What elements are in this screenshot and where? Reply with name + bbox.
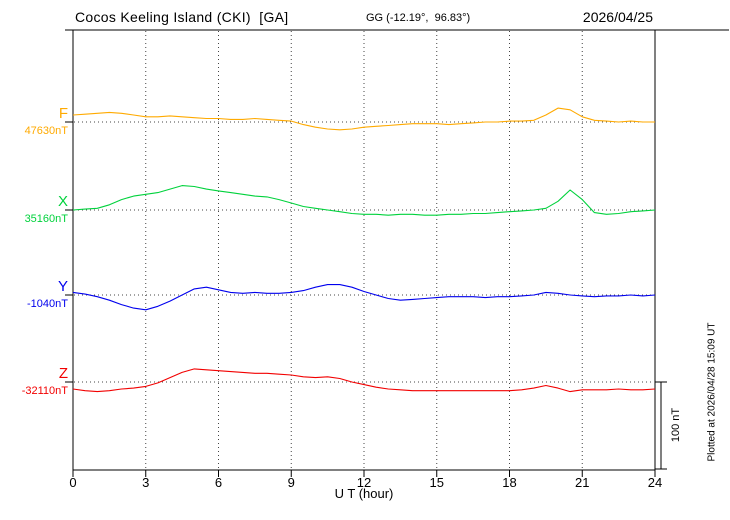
series-X-letter: X — [57, 193, 68, 210]
x-tick-label: 18 — [502, 475, 517, 490]
trace-Y — [72, 284, 656, 311]
x-tick-label: 21 — [575, 475, 590, 490]
series-Y-base-value: -1040nT — [27, 298, 68, 310]
x-tick-label: 0 — [69, 475, 77, 490]
series-X-base-value: 35160nT — [24, 213, 68, 225]
page-title: Cocos Keeling Island (CKI) [GA] — [75, 9, 289, 25]
x-axis-title: U T (hour) — [334, 486, 394, 501]
x-tick-label: 3 — [142, 475, 150, 490]
series-Y-letter: Y — [57, 278, 68, 295]
series-Z-base-value: -32110nT — [21, 385, 68, 397]
x-tick-label: 6 — [214, 475, 223, 490]
plotted-at-label: Plotted at 2026/04/28 15:09 UT — [706, 322, 718, 462]
x-tick-label: 12 — [356, 475, 372, 490]
series-F-base-value: 47630nT — [24, 125, 68, 137]
x-tick-label: 24 — [647, 475, 663, 490]
trace-X — [72, 185, 656, 216]
scale-bar-label: 100 nT — [670, 407, 682, 443]
date-label: 2026/04/25 — [582, 9, 653, 25]
trace-Z — [72, 368, 656, 393]
gg-coordinates: GG (-12.19°, 96.83°) — [366, 12, 471, 24]
trace-F — [72, 107, 655, 131]
x-tick-label: 9 — [287, 475, 295, 490]
series-F-letter: F — [58, 105, 68, 122]
series-Z-letter: Z — [58, 365, 68, 382]
x-tick-label: 15 — [429, 475, 444, 490]
